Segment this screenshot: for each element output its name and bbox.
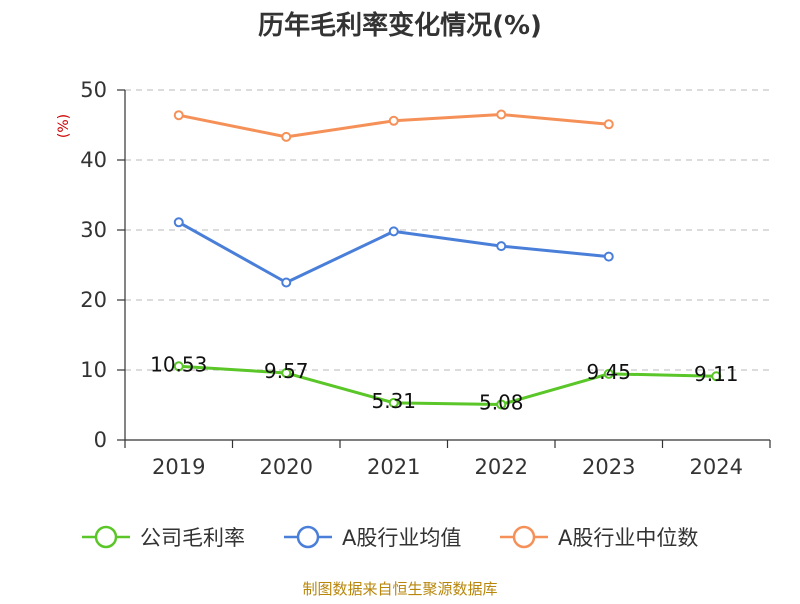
point-0-2024	[711, 371, 722, 382]
x-tick-label-2022: 2022	[475, 455, 528, 479]
point-1-2021	[388, 226, 399, 237]
y-tick-label-40: 40	[80, 148, 107, 172]
data-label-2020: 9.57	[264, 359, 309, 383]
point-0-2022	[496, 399, 507, 410]
point-2-2023	[603, 119, 614, 130]
data-label-2019: 10.53	[150, 352, 207, 376]
legend-marker-2	[512, 525, 536, 549]
data-label-2022: 5.08	[479, 390, 524, 414]
y-tick-label-10: 10	[80, 358, 107, 382]
x-tick-label-2023: 2023	[582, 455, 635, 479]
point-2-2020	[281, 131, 292, 142]
legend-marker-0	[94, 525, 118, 549]
data-label-2023: 9.45	[586, 360, 631, 384]
point-1-2019	[173, 217, 184, 228]
x-tick-label-2024: 2024	[690, 455, 743, 479]
point-0-2021	[388, 397, 399, 408]
point-1-2023	[603, 251, 614, 262]
gridlines	[125, 89, 770, 371]
y-tick-label-20: 20	[80, 288, 107, 312]
axes: 0 10 20 30 40 50 2019 2020 2021 2022 2023 2024	[80, 78, 771, 479]
legend-label-0: 公司毛利率	[140, 526, 245, 550]
legend-label-1: A股行业均值	[342, 526, 461, 550]
x-tick-label-2020: 2020	[260, 455, 313, 479]
legend-marker-1	[296, 525, 320, 549]
legend-label-2: A股行业中位数	[558, 526, 698, 550]
x-tick-label-2021: 2021	[367, 455, 420, 479]
y-axis-label: (%)	[56, 114, 72, 138]
point-2-2021	[388, 115, 399, 126]
point-0-2023	[603, 368, 614, 379]
x-tick-label-2019: 2019	[152, 455, 205, 479]
data-labels: 10.53 9.57 5.31 5.08 9.45 9.11	[150, 352, 738, 414]
y-tick-label-0: 0	[94, 428, 107, 452]
y-tick-label-30: 30	[80, 218, 107, 242]
point-2-2019	[173, 110, 184, 121]
point-1-2020	[281, 277, 292, 288]
chart-title: 历年毛利率变化情况(%)	[258, 10, 542, 41]
y-tick-label-50: 50	[80, 78, 107, 102]
point-0-2019	[173, 361, 184, 372]
series-layer	[173, 109, 722, 410]
point-0-2020	[281, 368, 292, 379]
data-label-2024: 9.11	[694, 362, 739, 386]
source-note: 制图数据来自恒生聚源数据库	[302, 580, 497, 598]
series-line-0	[178, 364, 717, 406]
point-2-2022	[496, 109, 507, 120]
data-label-2021: 5.31	[371, 389, 416, 413]
legend: 公司毛利率 A股行业均值 A股行业中位数	[82, 525, 698, 550]
point-1-2022	[496, 241, 507, 252]
